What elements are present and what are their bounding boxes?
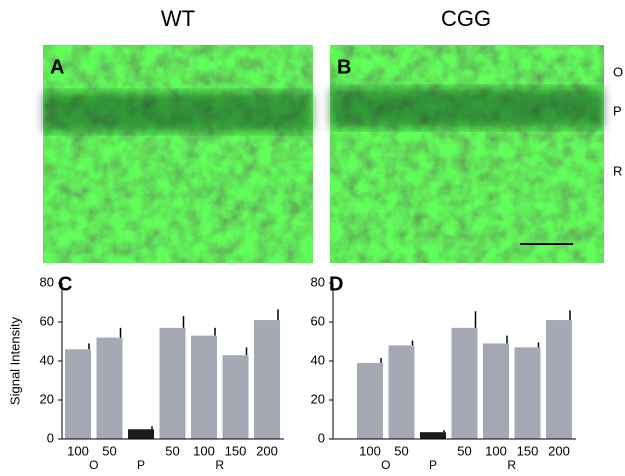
x-tick-label: 150 <box>225 443 247 458</box>
x-tick-label: 50 <box>165 443 179 458</box>
bar <box>254 320 280 439</box>
layer-label: P <box>613 103 622 118</box>
y-tick-label: 60 <box>40 313 54 328</box>
x-tick-label: 200 <box>548 443 570 458</box>
bar <box>65 349 91 439</box>
bar <box>546 320 572 439</box>
x-tick-label: 50 <box>102 443 116 458</box>
y-tick-label: 60 <box>311 313 325 328</box>
x-tick-label: 100 <box>67 443 89 458</box>
bar <box>222 355 249 439</box>
x-tick-label: 100 <box>359 443 381 458</box>
y-tick-label: 0 <box>318 430 325 445</box>
group-label: O <box>89 458 98 472</box>
group-label: O <box>381 458 390 472</box>
panel-label: A <box>50 56 64 78</box>
panel-label: C <box>58 273 72 295</box>
bar <box>159 327 186 439</box>
bar <box>357 362 383 439</box>
y-axis-label: Signal Intensity <box>7 316 22 405</box>
bar <box>451 327 478 439</box>
y-tick-label: 80 <box>311 274 325 289</box>
header: WT <box>161 6 195 31</box>
group-label: R <box>215 458 224 472</box>
bar <box>388 345 415 439</box>
x-tick-label: 200 <box>256 443 278 458</box>
group-label: P <box>137 458 145 472</box>
bar <box>128 429 154 439</box>
x-tick-label: 100 <box>485 443 507 458</box>
x-tick-label: 150 <box>517 443 539 458</box>
bar <box>514 347 541 439</box>
y-tick-label: 40 <box>311 352 325 367</box>
bar <box>96 337 123 439</box>
x-tick-label: 100 <box>193 443 215 458</box>
y-tick-label: 20 <box>40 391 54 406</box>
layer-label: O <box>613 64 623 79</box>
y-tick-label: 0 <box>47 430 54 445</box>
group-label: R <box>507 458 516 472</box>
x-tick-label: 50 <box>457 443 471 458</box>
bar <box>191 335 217 439</box>
y-tick-label: 80 <box>40 274 54 289</box>
group-label: P <box>429 458 437 472</box>
layer-label: R <box>613 163 622 178</box>
header: CGG <box>441 6 491 31</box>
x-tick-label: 50 <box>394 443 408 458</box>
image-panel: B <box>330 45 604 263</box>
y-tick-label: 20 <box>311 391 325 406</box>
bar <box>483 343 509 439</box>
bar <box>420 432 446 439</box>
panel-label: D <box>329 273 343 295</box>
y-tick-label: 40 <box>40 352 54 367</box>
image-panel: A <box>43 45 313 263</box>
panel-label: B <box>337 56 351 78</box>
